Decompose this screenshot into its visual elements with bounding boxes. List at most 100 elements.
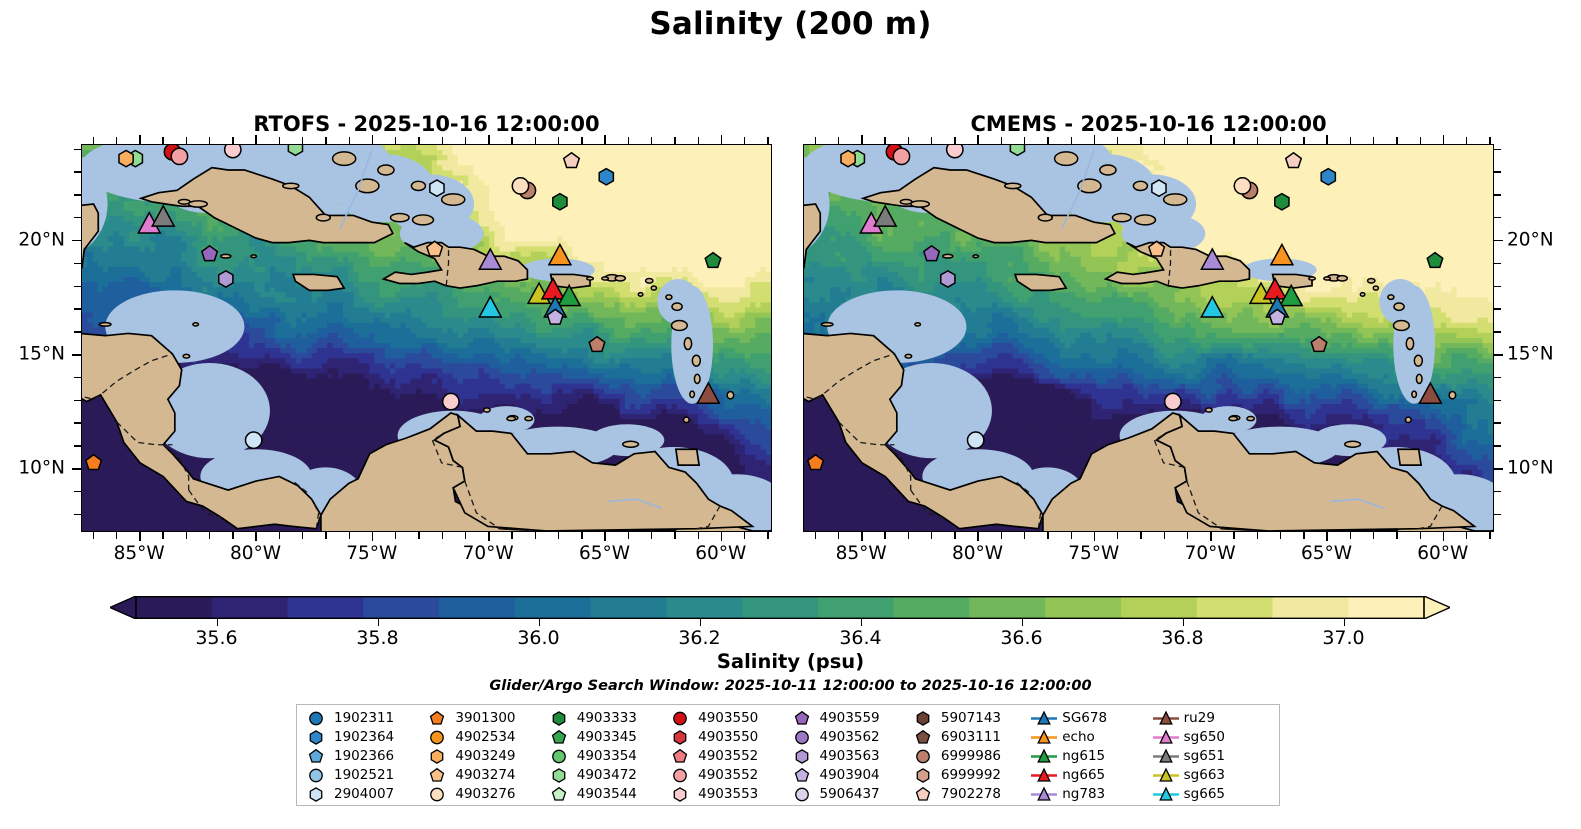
legend-item-sg663[interactable]: sg663 — [1152, 766, 1274, 785]
legend-item-4903276[interactable]: 4903276 — [424, 785, 545, 804]
legend-item-SG678[interactable]: SG678 — [1031, 709, 1152, 728]
legend-item-4902534[interactable]: 4902534 — [424, 728, 545, 747]
map-marker-hexagon-15 — [598, 167, 615, 186]
legend-item-4903274[interactable]: 4903274 — [424, 766, 545, 785]
legend-marker-triangle-line-SG678 — [1031, 710, 1058, 725]
y-axis-label-rtofs-left-2: 10°N — [18, 458, 65, 479]
colorbar-tick-5 — [1021, 619, 1023, 626]
legend-item-6903111[interactable]: 6903111 — [910, 728, 1031, 747]
map-panel-cmems[interactable] — [803, 144, 1494, 532]
legend-item-4903563[interactable]: 4903563 — [789, 747, 910, 766]
legend-item-echo[interactable]: echo — [1031, 728, 1152, 747]
legend-item-4903333[interactable]: 4903333 — [546, 709, 667, 728]
legend-label: 4903472 — [577, 768, 637, 783]
legend-item-4903345[interactable]: 4903345 — [546, 728, 667, 747]
map-marker-triangle-22 — [1278, 283, 1304, 307]
legend-marker-hexagon-4903550 — [673, 730, 687, 745]
legend-label: 4903276 — [455, 787, 515, 802]
x-axis-label-cmems-1: 80°W — [952, 543, 1003, 564]
legend-label: 1902521 — [334, 768, 394, 783]
map-marker-triangle-19 — [478, 295, 503, 318]
map-panel-rtofs[interactable] — [81, 144, 772, 532]
map-marker-circle-4 — [945, 145, 964, 159]
map-marker-pentagon-9 — [200, 244, 219, 262]
legend-item-sg665[interactable]: sg665 — [1152, 785, 1274, 804]
map-marker-hexagon-1 — [118, 149, 134, 168]
legend-label: 4903904 — [820, 768, 880, 783]
map-canvas-rtofs — [82, 145, 771, 531]
colorbar-tick-label-7: 37.0 — [1322, 627, 1364, 649]
legend-marker-circle-4903276 — [430, 787, 445, 802]
x-axis-top-ticks-cmems — [803, 135, 1494, 144]
map-marker-hexagon-5 — [1009, 145, 1026, 157]
legend-item-4903249[interactable]: 4903249 — [424, 747, 545, 766]
legend-label: 4903553 — [698, 787, 758, 802]
y-axis-label-rtofs-left-0: 20°N — [18, 229, 65, 250]
legend-label: 2904007 — [334, 787, 394, 802]
y-axis-ticks-rtofs-left — [72, 144, 81, 532]
map-marker-triangle-22 — [556, 283, 582, 307]
legend-item-3901300[interactable]: 3901300 — [424, 709, 545, 728]
legend-item-5907143[interactable]: 5907143 — [910, 709, 1031, 728]
colorbar-tick-7 — [1343, 619, 1345, 626]
legend-item-ng665[interactable]: ng665 — [1031, 766, 1152, 785]
x-axis-label-rtofs-0: 85°W — [114, 543, 165, 564]
colorbar-tick-label-6: 36.8 — [1161, 627, 1203, 649]
map-marker-pentagon-25 — [588, 335, 606, 353]
y-axis-label-rtofs-left-1: 15°N — [18, 343, 65, 364]
colorbar-tick-label-3: 36.2 — [678, 627, 720, 649]
legend-item-7902278[interactable]: 7902278 — [910, 785, 1031, 804]
legend-item-4903552[interactable]: 4903552 — [667, 747, 788, 766]
legend-label: 5906437 — [820, 787, 880, 802]
legend-marker-triangle-line-ng665 — [1031, 767, 1058, 782]
legend-item-4903544[interactable]: 4903544 — [546, 785, 667, 804]
map-marker-hexagon-5 — [287, 145, 304, 157]
legend-marker-circle-4903552 — [673, 768, 687, 783]
legend-label: ru29 — [1184, 711, 1215, 726]
legend-item-4903904[interactable]: 4903904 — [789, 766, 910, 785]
legend-item-ng615[interactable]: ng615 — [1031, 747, 1152, 766]
legend-item-sg651[interactable]: sg651 — [1152, 747, 1274, 766]
legend-item-2904007[interactable]: 2904007 — [303, 785, 424, 804]
legend-item-4903550[interactable]: 4903550 — [667, 709, 788, 728]
map-marker-triangle-27 — [696, 381, 721, 405]
legend-marker-circle-4903562 — [794, 730, 809, 745]
legend-label: 4903552 — [698, 768, 758, 783]
colorbar-tick-1 — [377, 619, 379, 626]
legend-item-ru29[interactable]: ru29 — [1152, 709, 1274, 728]
legend-item-4903552[interactable]: 4903552 — [667, 766, 788, 785]
legend-item-4903550[interactable]: 4903550 — [667, 728, 788, 747]
legend-item-1902311[interactable]: 1902311 — [303, 709, 424, 728]
legend-label: 4903563 — [820, 749, 880, 764]
legend-item-6999986[interactable]: 6999986 — [910, 747, 1031, 766]
legend-label: 4903274 — [455, 768, 515, 783]
map-marker-circle-4 — [223, 145, 242, 159]
legend-item-ng783[interactable]: ng783 — [1031, 785, 1152, 804]
legend-label: 4903552 — [698, 749, 758, 764]
legend-item-4903354[interactable]: 4903354 — [546, 747, 667, 766]
figure-title: Salinity (200 m) — [0, 6, 1581, 42]
legend-marker-hexagon-4903333 — [552, 711, 566, 726]
legend-item-5906437[interactable]: 5906437 — [789, 785, 910, 804]
legend-item-4903472[interactable]: 4903472 — [546, 766, 667, 785]
legend-item-1902364[interactable]: 1902364 — [303, 728, 424, 747]
legend-label: 4903562 — [820, 730, 880, 745]
legend-item-1902366[interactable]: 1902366 — [303, 747, 424, 766]
y-axis-ticks-cmems-right — [1494, 144, 1503, 532]
legend-item-4903559[interactable]: 4903559 — [789, 709, 910, 728]
legend-label: 4903550 — [698, 730, 758, 745]
x-axis-label-cmems-5: 60°W — [1417, 543, 1468, 564]
legend-label: 6903111 — [941, 730, 1001, 745]
legend-item-4903553[interactable]: 4903553 — [667, 785, 788, 804]
x-axis-label-cmems-2: 75°W — [1068, 543, 1119, 564]
legend-item-sg650[interactable]: sg650 — [1152, 728, 1274, 747]
legend-item-4903562[interactable]: 4903562 — [789, 728, 910, 747]
legend-marker-pentagon-3901300 — [430, 710, 445, 725]
panel-title-cmems: CMEMS - 2025-10-16 12:00:00 — [803, 112, 1494, 136]
map-marker-triangle-21 — [540, 276, 566, 300]
legend-item-6999992[interactable]: 6999992 — [910, 766, 1031, 785]
legend-marker-pentagon-4903904 — [794, 767, 809, 782]
map-marker-hexagon-13 — [1274, 192, 1290, 211]
legend-label: ng615 — [1062, 749, 1105, 764]
legend-item-1902521[interactable]: 1902521 — [303, 766, 424, 785]
